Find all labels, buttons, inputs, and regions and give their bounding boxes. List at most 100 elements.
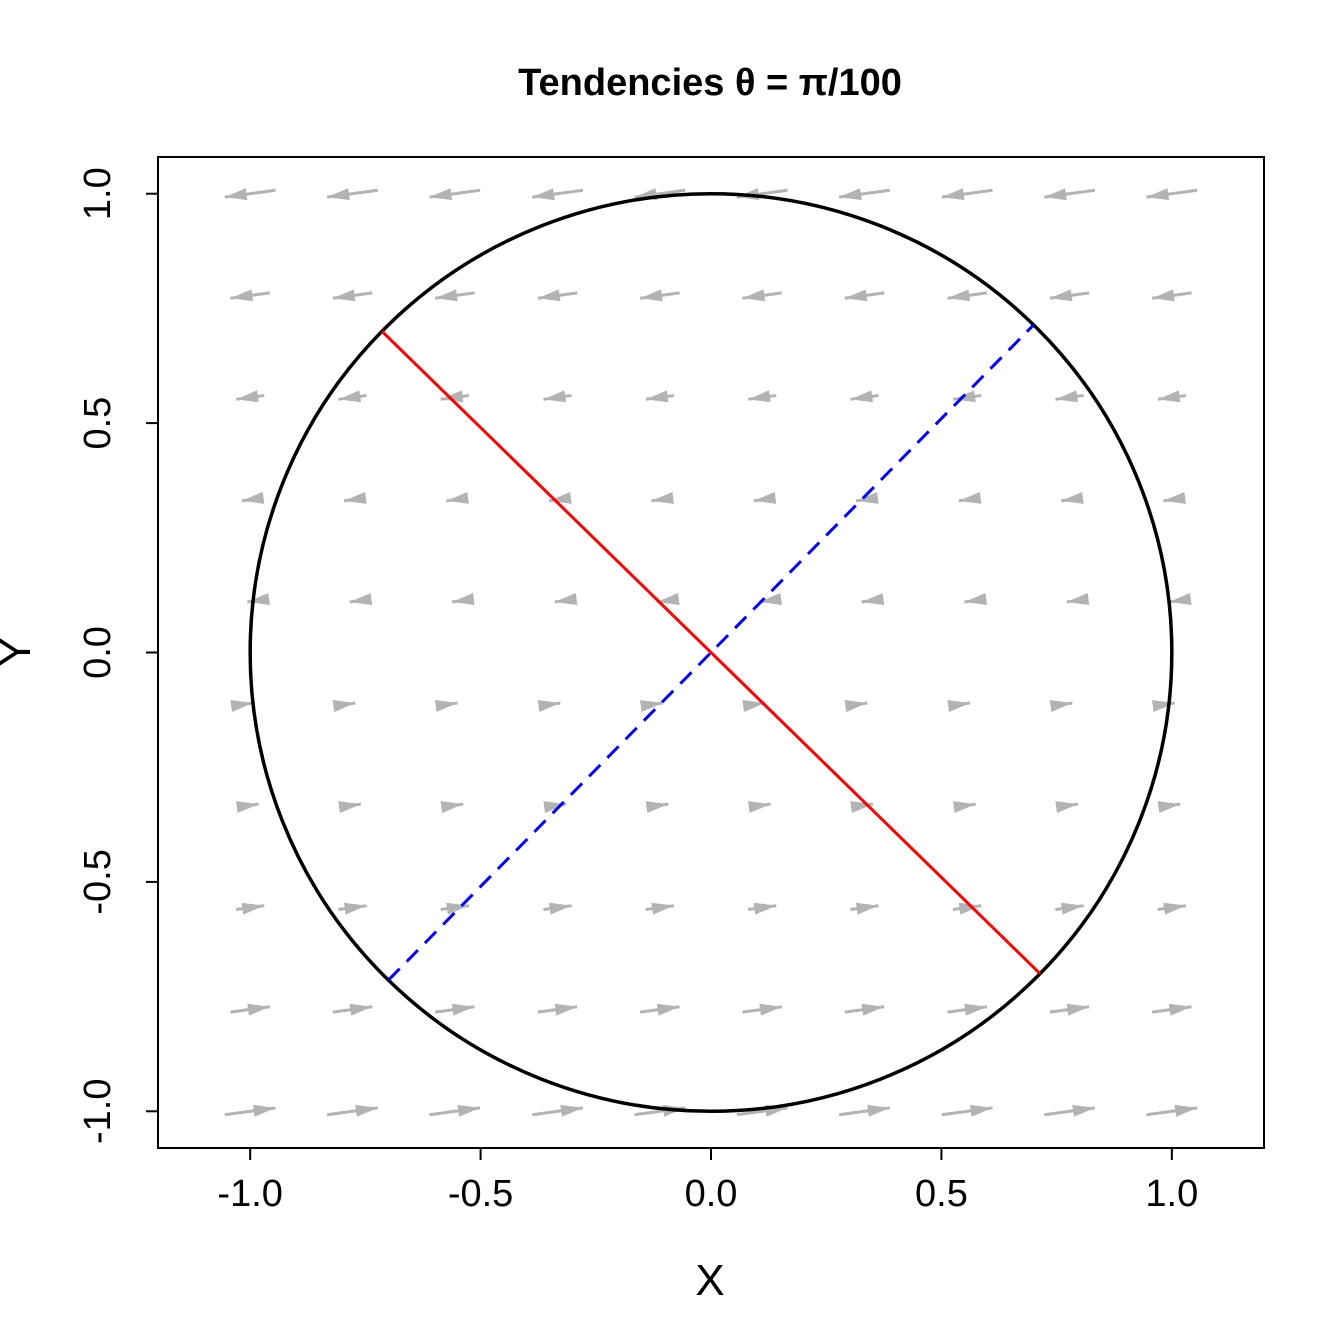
field-arrow [1049,1003,1090,1016]
y-tick-label: 0.5 [77,397,119,450]
field-arrow [742,1003,783,1016]
field-arrow [332,1003,373,1016]
y-tick-label: 0.0 [77,626,119,679]
field-arrow [429,1104,481,1117]
field-arrow [440,390,470,403]
field-arrow [338,902,367,915]
field-arrow [861,593,885,605]
field-arrow [947,700,971,712]
field-arrow [230,289,271,302]
field-arrow [1146,1104,1198,1117]
field-arrow [224,188,276,201]
field-arrow [850,902,879,915]
field-arrow [531,1104,584,1117]
x-axis: -1.0 -0.5 0.0 0.5 1.0 [217,1147,1198,1215]
field-arrow [1049,289,1090,302]
field-arrow [537,289,578,302]
unit-circle [248,191,1174,1114]
field-arrow [1055,902,1084,915]
field-arrow [349,593,373,605]
field-arrow [844,1003,885,1016]
field-arrow [1157,390,1187,403]
field-arrow [343,491,367,504]
field-arrow [332,289,373,302]
field-arrow [1049,700,1073,712]
x-tick-label: -1.0 [217,1173,282,1215]
field-arrow [440,801,464,814]
field-arrow [1146,188,1198,201]
field-arrow [235,801,259,814]
field-arrow [543,390,572,403]
field-arrow [844,289,885,302]
field-arrow [838,1104,891,1117]
field-arrow [543,902,572,915]
x-tick-label: 0.0 [685,1173,738,1215]
field-arrow [235,902,265,915]
field-arrow [1043,188,1096,201]
field-arrow [230,1003,271,1016]
field-arrow [332,700,356,712]
reference-lines [380,323,1042,982]
field-arrow [639,1003,680,1016]
field-arrow [1168,593,1192,605]
x-tick-label: 0.5 [915,1173,968,1215]
field-arrow [640,700,663,712]
field-arrow [1043,1104,1096,1117]
field-arrow [537,700,561,712]
field-arrow [1152,700,1175,712]
y-tick-label: -0.5 [77,849,119,914]
field-arrow [645,902,675,915]
circle-outline [248,191,1174,1114]
x-tick-label: -0.5 [448,1173,513,1215]
field-arrow [338,801,362,814]
field-arrow [952,902,982,915]
field-arrow [434,289,475,302]
field-arrow [645,390,675,403]
field-arrow [747,390,777,403]
chart-title: Tendencies θ = π/100 [518,62,902,104]
field-arrow [947,289,988,302]
field-arrow [338,390,367,403]
field-arrow [645,801,669,814]
y-tick-label: 1.0 [77,167,119,220]
field-arrow [451,593,475,605]
field-arrow [742,289,783,302]
field-arrow [537,1003,578,1016]
field-arrow [1055,390,1084,403]
field-arrow [639,289,680,302]
field-arrow [958,491,982,504]
x-tick-label: 1.0 [1145,1173,1198,1215]
field-arrow [838,188,891,201]
field-arrow [326,188,379,201]
x-axis-label: X [695,1256,724,1305]
field-arrow [747,902,777,915]
field-arrow [554,593,578,605]
field-arrow [230,700,254,712]
y-axis: -1.0 -0.5 0.0 0.5 1.0 [77,167,159,1144]
field-arrow [1163,491,1187,504]
red-solid-line [380,330,1042,975]
field-arrow [235,390,265,403]
field-arrow [531,188,584,201]
field-arrow [947,1003,988,1016]
field-arrow [1157,801,1181,814]
field-arrow [446,491,469,504]
field-arrow [953,801,976,814]
field-arrow [1055,801,1079,814]
field-arrow [1151,289,1192,302]
field-arrow [1157,902,1187,915]
field-arrow [753,491,777,504]
field-arrow [247,593,270,605]
field-arrow [1066,593,1090,605]
field-arrow [224,1104,276,1117]
field-arrow [434,1003,475,1016]
field-arrow [434,700,458,712]
y-tick-label: -1.0 [77,1079,119,1144]
field-arrow [1060,491,1084,504]
field-arrow [850,390,879,403]
field-arrow [941,188,993,201]
field-arrow [855,491,879,504]
field-arrow [844,700,868,712]
field-arrow [326,1104,379,1117]
